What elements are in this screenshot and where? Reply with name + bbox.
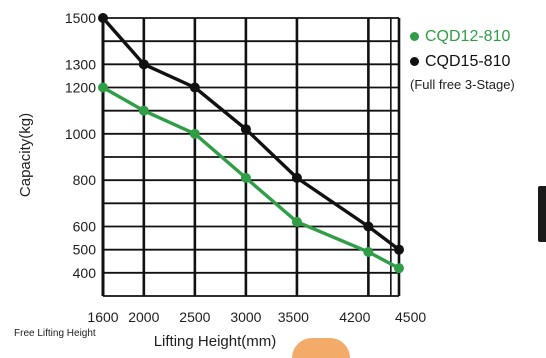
series-layer (98, 13, 404, 274)
x-tick-label-3500: 3500 (278, 309, 309, 325)
series-0-point-6 (394, 263, 404, 274)
grid (101, 17, 401, 297)
x-axis-ticks: 1600 2000 2500 3000 3500 4200 4500 (87, 309, 426, 325)
series-0-point-3 (240, 172, 251, 183)
background-dark-mark (538, 186, 546, 242)
x-tick-label-3000: 3000 (230, 309, 261, 325)
legend-marker-cqd12 (410, 32, 419, 41)
legend-marker-cqd15 (410, 57, 419, 66)
series-1-point-6 (394, 244, 404, 255)
x-tick-label-4200: 4200 (339, 309, 370, 325)
free-lifting-height-label: Free Lifting Height (14, 328, 96, 339)
series-1-point-0 (98, 13, 108, 23)
y-tick-label-1000: 1000 (65, 126, 96, 142)
y-tick-label-600: 600 (73, 219, 97, 235)
x-axis-title: Lifting Height(mm) (154, 333, 277, 350)
series-0-point-4 (291, 216, 302, 227)
series-1-point-2 (189, 82, 200, 93)
x-tick-label-4500: 4500 (395, 309, 426, 325)
legend-label-cqd15: CQD15-810 (425, 52, 511, 70)
series-1-point-1 (138, 59, 149, 70)
legend-label-cqd12: CQD12-810 (425, 27, 511, 45)
series-1-point-3 (240, 124, 251, 135)
y-tick-label-500: 500 (73, 242, 97, 258)
series-0-point-5 (363, 246, 374, 257)
y-tick-label-1200: 1200 (65, 80, 96, 96)
y-tick-label-400: 400 (73, 265, 97, 281)
y-tick-label-1500: 1500 (65, 10, 96, 26)
y-tick-label-800: 800 (73, 172, 97, 188)
series-0-point-1 (138, 105, 149, 116)
legend: CQD12-810 CQD15-810 (Full free 3-Stage) (410, 24, 515, 92)
y-axis-ticks: 400 500 600 800 1000 1200 1300 1500 (65, 10, 96, 281)
series-0-point-2 (189, 128, 200, 139)
legend-item-cqd12: CQD12-810 (410, 24, 515, 49)
x-tick-label-2000: 2000 (128, 309, 159, 325)
legend-item-cqd15: CQD15-810 (410, 49, 515, 74)
series-line-0 (102, 86, 400, 270)
y-tick-label-1300: 1300 (65, 56, 96, 72)
y-axis-title: Capacity(kg) (17, 113, 34, 197)
series-1-point-5 (363, 221, 374, 232)
series-0-point-0 (98, 82, 108, 93)
x-tick-label-1600: 1600 (87, 309, 118, 325)
legend-note: (Full free 3-Stage) (410, 77, 515, 92)
x-tick-label-2500: 2500 (179, 309, 210, 325)
series-1-point-4 (291, 172, 302, 183)
